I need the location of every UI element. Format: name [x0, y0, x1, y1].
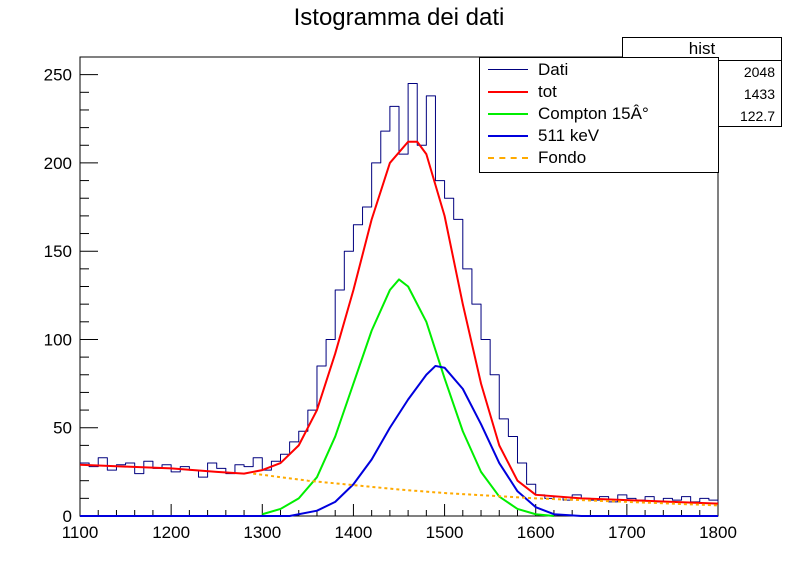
y-tick-label: 200	[44, 154, 72, 173]
x-tick-label: 1800	[699, 523, 737, 542]
legend-label: tot	[538, 82, 557, 101]
y-tick-label: 250	[44, 66, 72, 85]
legend-label: 511 keV	[538, 126, 600, 145]
y-tick-label: 100	[44, 330, 72, 349]
series-group	[79, 82, 719, 517]
series-4-line	[253, 472, 719, 507]
series-1-line	[79, 140, 719, 505]
legend-label: Fondo	[538, 148, 587, 167]
legend-swatch	[488, 91, 528, 93]
legend-swatch	[488, 135, 528, 137]
legend: Dati tot Compton 15Â° 511 keV Fondo	[479, 57, 719, 173]
y-tick-label: 0	[63, 507, 72, 526]
x-tick-label: 1400	[335, 523, 373, 542]
stats-row: 122.7	[623, 105, 781, 127]
legend-item-compton: Compton 15Â°	[480, 103, 718, 125]
x-tick-label: 1200	[152, 523, 190, 542]
legend-swatch	[488, 113, 528, 115]
legend-item-fondo: Fondo	[480, 147, 718, 169]
legend-item-511kev: 511 keV	[480, 125, 718, 147]
x-tick-label: 1500	[426, 523, 464, 542]
stats-row: 1433	[623, 83, 781, 105]
y-tick-label: 50	[53, 419, 72, 438]
legend-label: Compton 15Â°	[538, 104, 649, 123]
legend-item-dati: Dati	[480, 59, 718, 81]
legend-swatch	[488, 69, 528, 70]
x-tick-label: 1100	[62, 523, 99, 542]
x-tick-label: 1300	[243, 523, 281, 542]
series-3-line	[80, 364, 718, 517]
axis-ticks: 1100 1200 1300 1400 1500 1600 1700 1800 0 50 100 15…	[44, 56, 737, 542]
legend-label: Dati	[538, 60, 569, 79]
stats-value: 2048	[743, 64, 775, 80]
legend-item-tot: tot	[480, 81, 718, 103]
stats-value: 1433	[743, 86, 775, 102]
stats-row: 2048	[623, 61, 781, 83]
chart-title: Istogramma dei dati	[293, 4, 505, 31]
x-tick-label: 1700	[608, 523, 646, 542]
y-tick-label: 150	[44, 242, 72, 261]
stats-value: 122.7	[739, 108, 775, 124]
legend-swatch	[488, 157, 528, 159]
x-tick-label: 1600	[517, 523, 555, 542]
